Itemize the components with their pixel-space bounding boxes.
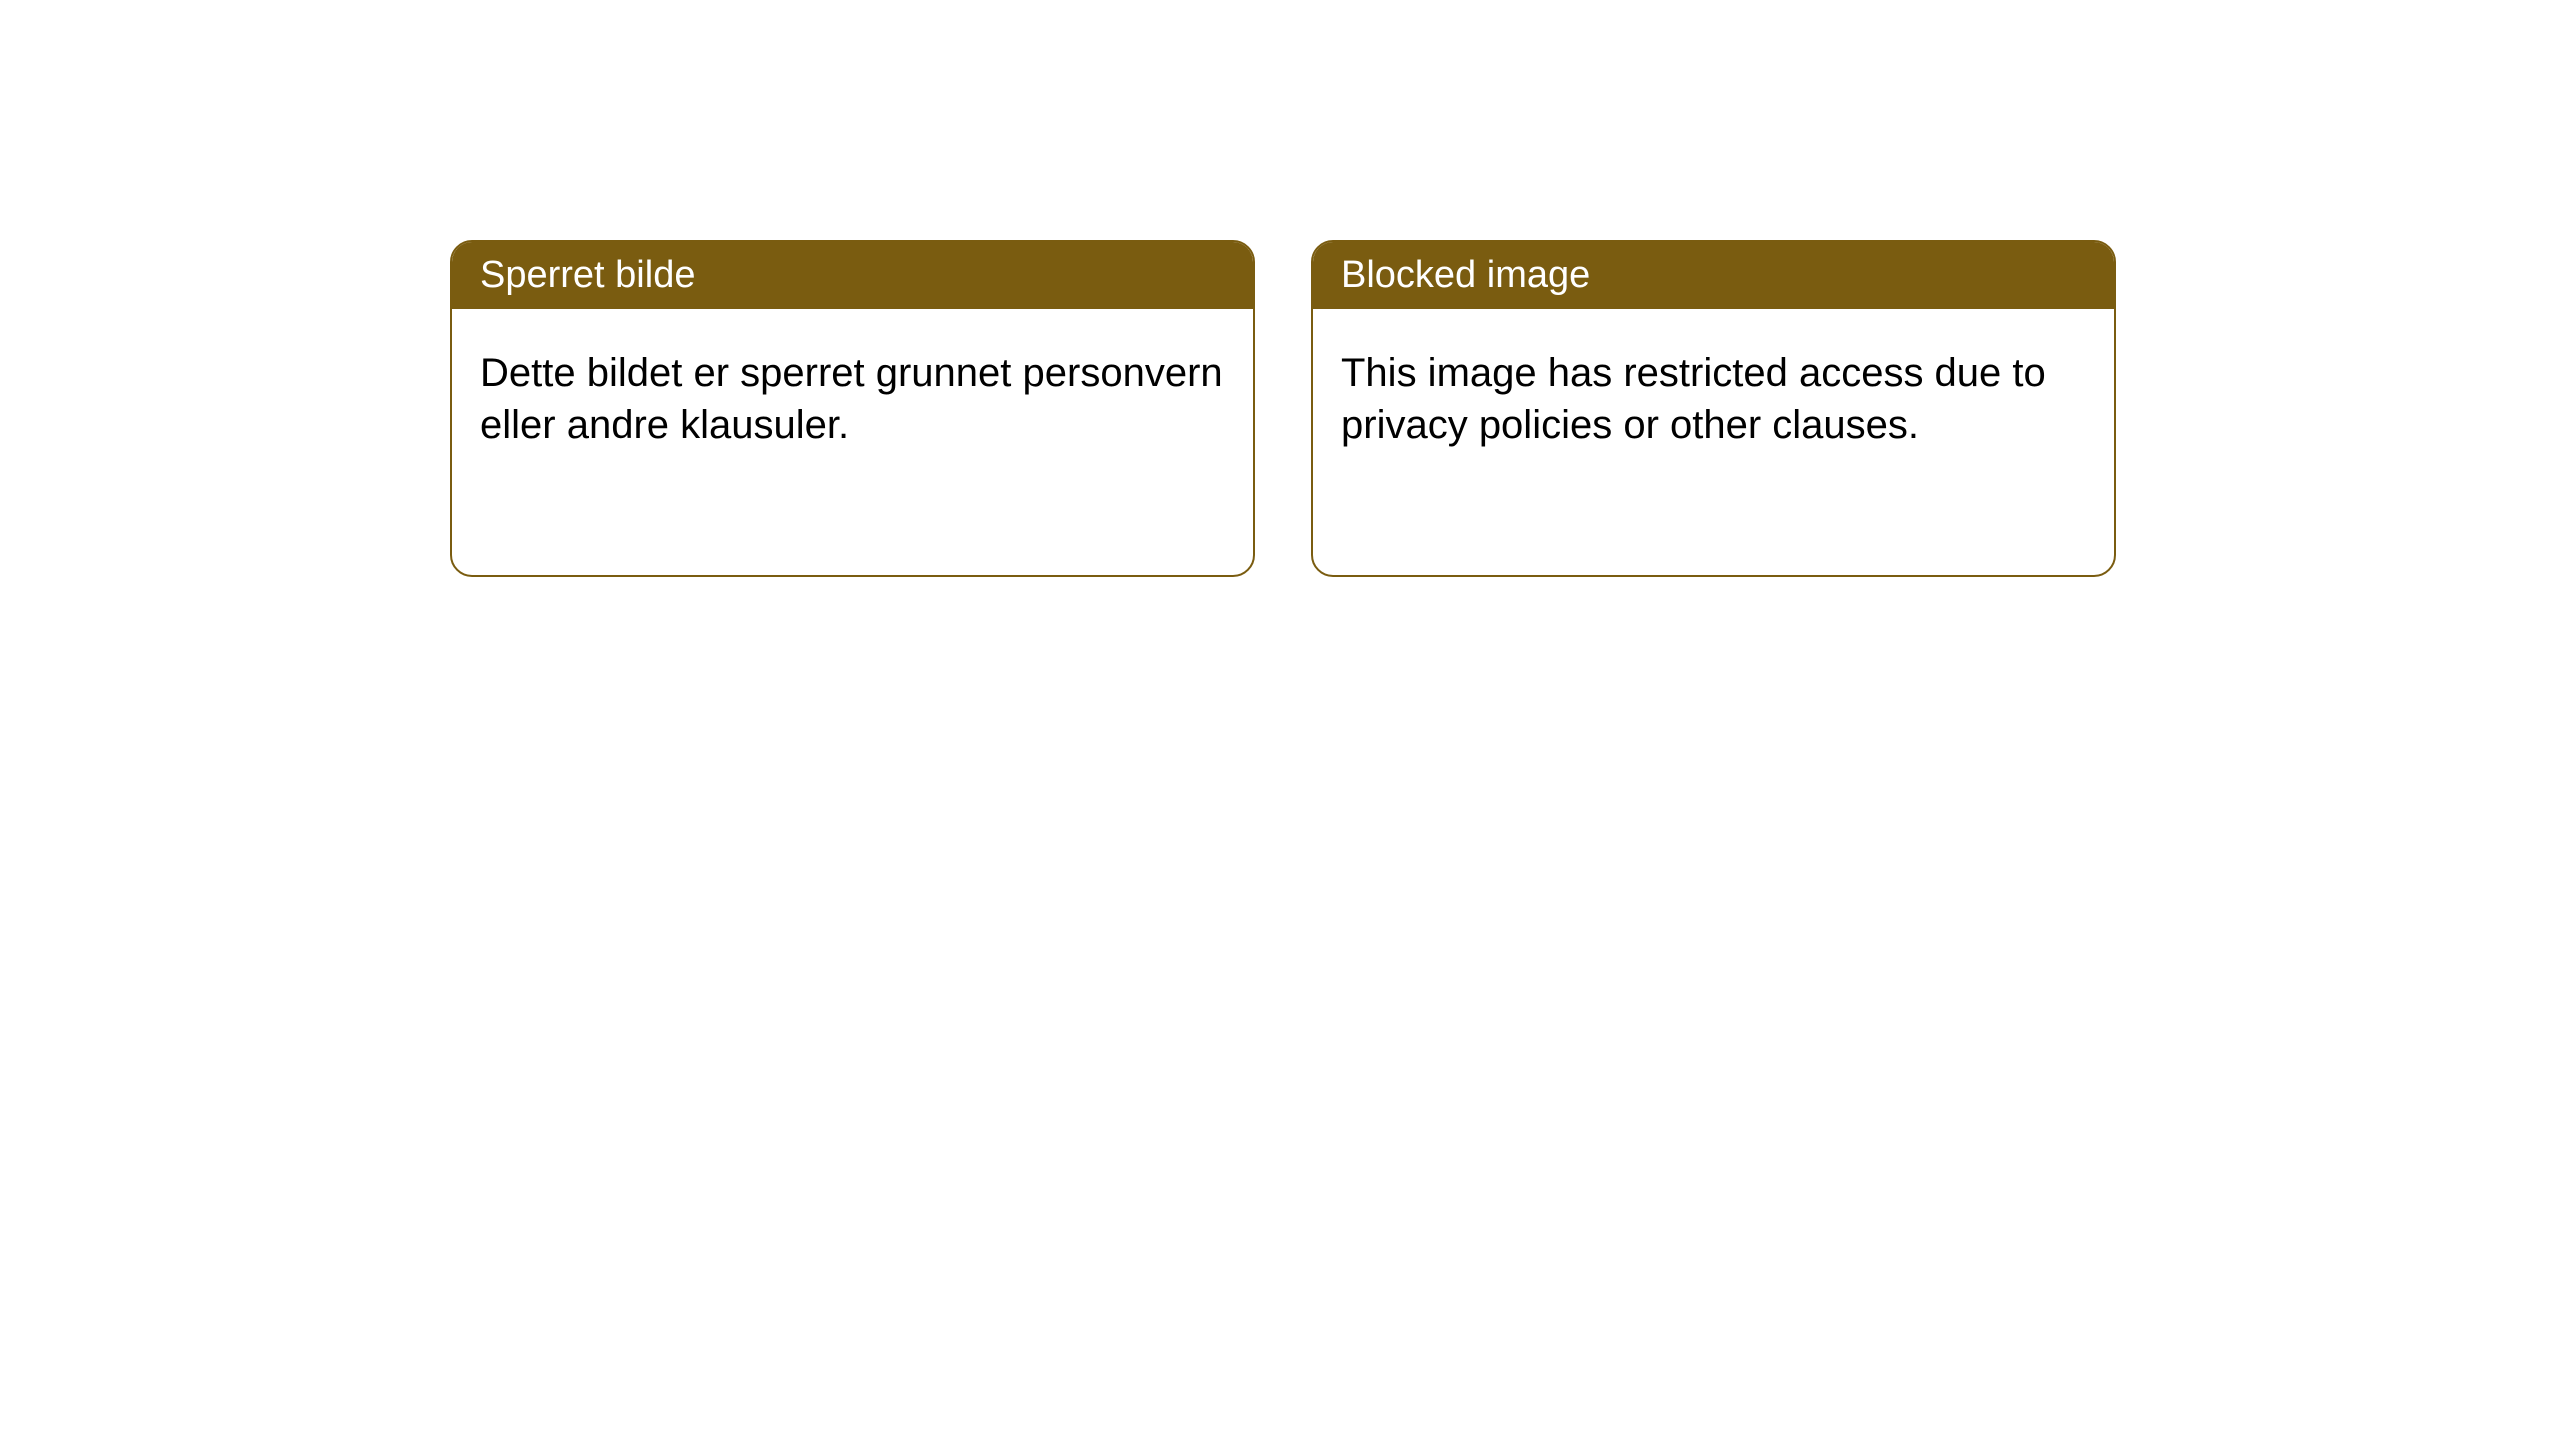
card-body-text: This image has restricted access due to … bbox=[1341, 351, 2046, 447]
blocked-image-card-no: Sperret bilde Dette bildet er sperret gr… bbox=[450, 240, 1255, 577]
notice-cards-container: Sperret bilde Dette bildet er sperret gr… bbox=[0, 0, 2560, 577]
card-header: Blocked image bbox=[1313, 242, 2114, 309]
card-body-text: Dette bildet er sperret grunnet personve… bbox=[480, 351, 1223, 447]
card-header-text: Sperret bilde bbox=[480, 254, 695, 296]
card-header: Sperret bilde bbox=[452, 242, 1253, 309]
card-header-text: Blocked image bbox=[1341, 254, 1590, 296]
card-body: This image has restricted access due to … bbox=[1313, 309, 2114, 489]
blocked-image-card-en: Blocked image This image has restricted … bbox=[1311, 240, 2116, 577]
card-body: Dette bildet er sperret grunnet personve… bbox=[452, 309, 1253, 489]
